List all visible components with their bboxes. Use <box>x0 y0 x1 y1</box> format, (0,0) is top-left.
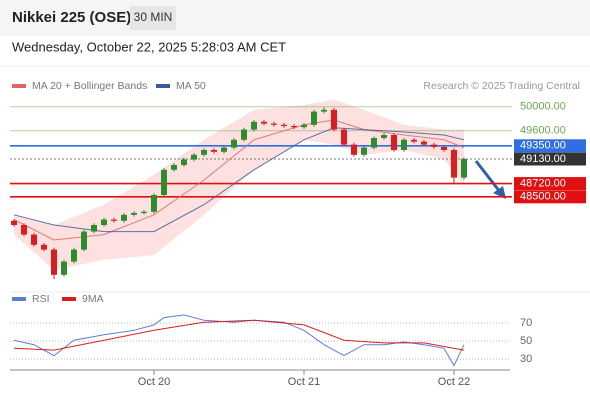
y-tick-label: 70 <box>520 317 532 329</box>
level-label: 49600.00 <box>520 125 566 137</box>
candle-body <box>111 219 117 221</box>
interval[interactable]: 30 MIN <box>134 10 173 24</box>
candle-body <box>431 144 437 147</box>
level-label: 49350.00 <box>520 140 566 152</box>
candle-body <box>221 147 227 152</box>
x-tick-label: Oct 20 <box>138 376 170 388</box>
bollinger-band <box>14 99 464 270</box>
candle-body <box>161 169 167 195</box>
candle-body <box>71 249 77 262</box>
candle-body <box>311 111 317 125</box>
candle-body <box>361 147 367 155</box>
candle-body <box>371 138 377 148</box>
level-box <box>514 139 586 153</box>
title: Nikkei 225 (OSE) <box>12 9 131 26</box>
legend-label: 9MA <box>82 293 104 305</box>
candle-body <box>211 150 217 152</box>
candle-body <box>331 109 337 130</box>
copyright: Research © 2025 Trading Central <box>423 80 580 92</box>
y-tick-label: 30 <box>520 353 532 365</box>
candle-body <box>151 195 157 212</box>
candle-body <box>31 234 37 245</box>
forecast-arrow <box>474 160 502 193</box>
candle-body <box>381 135 387 138</box>
candle-body <box>191 154 197 160</box>
level-box <box>514 177 586 191</box>
legend-swatch <box>62 297 76 301</box>
level-label: 49130.00 <box>520 153 566 165</box>
candle-body <box>231 139 237 148</box>
candle-body <box>11 220 17 225</box>
candle-body <box>51 249 57 275</box>
candle-body <box>281 124 287 126</box>
candle-body <box>291 126 297 128</box>
candle-body <box>241 129 247 140</box>
candle-body <box>141 211 147 213</box>
legend-swatch <box>12 297 26 301</box>
candle-body <box>41 244 47 250</box>
candle-body <box>441 147 447 150</box>
candle-body <box>121 214 127 221</box>
interval-box[interactable] <box>130 6 176 30</box>
candle-body <box>171 165 177 170</box>
level-label: 48720.00 <box>520 178 566 190</box>
candle-body <box>451 150 457 178</box>
legend-swatch <box>12 84 26 88</box>
indicator-line <box>13 319 465 351</box>
candle-body <box>301 124 307 128</box>
y-tick-label: 50 <box>520 335 532 347</box>
legend-swatch <box>156 84 170 88</box>
candle-body <box>341 129 347 145</box>
candle-body <box>91 225 97 232</box>
candle-body <box>201 150 207 155</box>
level-label: 48500.00 <box>520 191 566 203</box>
level-box <box>514 152 586 166</box>
candle-body <box>261 121 267 124</box>
candle-body <box>81 231 87 250</box>
candle-body <box>251 121 257 130</box>
x-tick-label: Oct 22 <box>438 376 470 388</box>
candle-body <box>61 261 67 275</box>
ma-line <box>13 119 465 241</box>
candle-body <box>411 139 417 142</box>
legend-label: MA 50 <box>176 80 206 92</box>
candle-body <box>351 144 357 155</box>
x-tick-label: Oct 21 <box>288 376 320 388</box>
candle-body <box>391 135 397 150</box>
legend-label: MA 20 + Bollinger Bands <box>32 80 147 92</box>
candle-body <box>181 159 187 165</box>
candle-body <box>461 159 467 178</box>
candle-body <box>421 141 427 145</box>
candle-body <box>101 219 107 225</box>
forecast-arrowhead <box>493 186 506 199</box>
candle-body <box>321 109 327 112</box>
candle-body <box>21 225 27 235</box>
timestamp: Wednesday, October 22, 2025 5:28:03 AM C… <box>12 39 286 54</box>
legend-label: RSI <box>32 293 50 305</box>
header-bar <box>0 0 590 36</box>
candle-body <box>131 213 137 215</box>
level-box <box>514 190 586 204</box>
level-label: 50000.00 <box>520 101 566 113</box>
candle-body <box>271 123 277 125</box>
candle-body <box>401 139 407 150</box>
